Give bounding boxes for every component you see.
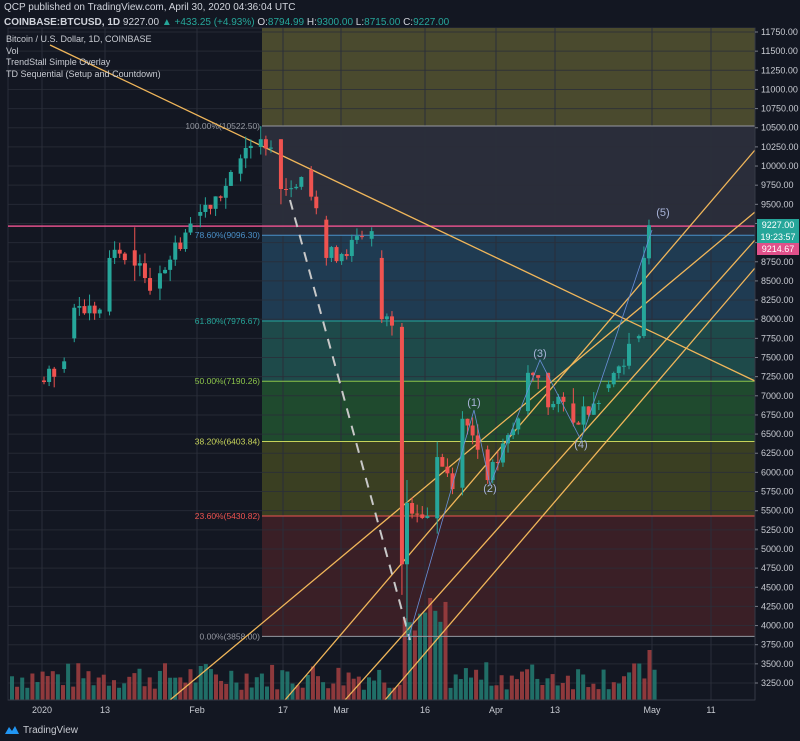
bar-countdown-tag: 19:23:57 — [757, 231, 799, 243]
low-value: 8715.00 — [364, 17, 401, 28]
svg-text:6250.00: 6250.00 — [761, 448, 794, 458]
open-label: O: — [257, 17, 268, 28]
high-value: 9300.00 — [316, 17, 354, 28]
change-value: ▲ +433.25 (+4.93%) — [161, 17, 255, 28]
legend-item-symbol[interactable]: Bitcoin / U.S. Dollar, 1D, COINBASE — [6, 34, 152, 44]
svg-text:3750.00: 3750.00 — [761, 640, 794, 650]
svg-text:10500.00: 10500.00 — [761, 123, 799, 133]
publish-info: QCP published on TradingView.com, April … — [4, 2, 296, 13]
last-price: 9227.00 — [122, 17, 160, 28]
close-value: 9227.00 — [413, 17, 450, 28]
svg-text:100.00%(10522.50): 100.00%(10522.50) — [185, 121, 260, 131]
svg-text:6000.00: 6000.00 — [761, 467, 794, 477]
svg-text:61.80%(7976.67): 61.80%(7976.67) — [195, 316, 260, 326]
svg-text:(1): (1) — [467, 397, 480, 409]
svg-text:6750.00: 6750.00 — [761, 410, 794, 420]
svg-text:8000.00: 8000.00 — [761, 314, 794, 324]
svg-text:5500.00: 5500.00 — [761, 506, 794, 516]
legend-item-vol[interactable]: Vol — [6, 45, 19, 56]
svg-text:Feb: Feb — [189, 705, 205, 715]
svg-text:9500.00: 9500.00 — [761, 199, 794, 209]
svg-text:10750.00: 10750.00 — [761, 104, 799, 114]
wave-labels: (1) (2) (3) (4) (5) — [407, 207, 670, 641]
svg-text:Apr: Apr — [489, 705, 503, 715]
grid — [8, 28, 755, 700]
fib-zones — [7, 27, 756, 701]
svg-text:11000.00: 11000.00 — [761, 84, 798, 94]
svg-text:(2): (2) — [483, 483, 496, 495]
svg-text:16: 16 — [420, 705, 430, 715]
svg-text:9750.00: 9750.00 — [761, 180, 794, 190]
horizontal-line-tag: 9214.67 — [757, 243, 799, 255]
svg-text:4500.00: 4500.00 — [761, 582, 794, 592]
svg-text:23.60%(5430.82): 23.60%(5430.82) — [195, 511, 260, 521]
brand-label: TradingView — [23, 724, 79, 736]
svg-text:50.00%(7190.26): 50.00%(7190.26) — [195, 376, 260, 386]
close-label: C: — [403, 17, 414, 28]
candles — [42, 126, 651, 637]
svg-text:3250.00: 3250.00 — [761, 678, 794, 688]
indicator-legend: Bitcoin / U.S. Dollar, 1D, COINBASE Vol … — [6, 34, 161, 80]
svg-text:10250.00: 10250.00 — [761, 142, 799, 152]
svg-text:7250.00: 7250.00 — [761, 372, 794, 382]
time-axis[interactable]: 2020 13 Feb 17 Mar 16 Apr 13 May 11 — [8, 699, 755, 715]
svg-text:10000.00: 10000.00 — [761, 161, 799, 171]
high-label: H: — [306, 17, 317, 28]
svg-text:8250.00: 8250.00 — [761, 295, 794, 305]
svg-text:8500.00: 8500.00 — [761, 276, 794, 286]
tradingview-brand[interactable]: TradingView — [4, 724, 78, 736]
svg-text:4250.00: 4250.00 — [761, 601, 794, 611]
svg-text:5000.00: 5000.00 — [761, 544, 794, 554]
svg-text:7750.00: 7750.00 — [761, 333, 794, 343]
svg-text:13: 13 — [550, 705, 560, 715]
low-label: L: — [355, 17, 365, 28]
svg-text:7500.00: 7500.00 — [761, 353, 794, 363]
svg-text:6500.00: 6500.00 — [761, 429, 794, 439]
svg-text:3500.00: 3500.00 — [761, 659, 794, 669]
svg-text:2020: 2020 — [32, 705, 52, 715]
last-price-tag: 9227.00 — [757, 219, 799, 231]
svg-text:11: 11 — [706, 705, 715, 715]
symbol-label: COINBASE:BTCUSD, 1D — [4, 17, 121, 28]
svg-text:Mar: Mar — [333, 705, 349, 715]
svg-text:11250.00: 11250.00 — [761, 65, 798, 75]
tradingview-logo-icon — [5, 726, 19, 734]
legend-item-td-sequential[interactable]: TD Sequential (Setup and Countdown) — [6, 68, 161, 79]
svg-text:0.00%(3858.00): 0.00%(3858.00) — [200, 631, 261, 641]
legend-item-trendstall[interactable]: TrendStall Simple Overlay — [6, 57, 111, 67]
open-value: 8794.99 — [267, 17, 305, 28]
price-axis[interactable]: 3250.00 3500.00 3750.00 4000.00 4250.00 4500.… — [754, 27, 799, 700]
svg-text:(5): (5) — [656, 207, 669, 219]
svg-text:38.20%(6403.84): 38.20%(6403.84) — [195, 436, 260, 446]
symbol-ohlc-bar: COINBASE:BTCUSD, 1D 9227.00 ▲ +433.25 (+… — [4, 17, 449, 28]
svg-text:13: 13 — [100, 705, 110, 715]
svg-text:11750.00: 11750.00 — [761, 27, 798, 37]
svg-text:4000.00: 4000.00 — [761, 621, 794, 631]
svg-text:(4): (4) — [574, 439, 587, 451]
svg-text:11500.00: 11500.00 — [761, 46, 798, 56]
svg-text:(3): (3) — [533, 348, 546, 360]
svg-text:17: 17 — [278, 705, 288, 715]
svg-text:7000.00: 7000.00 — [761, 391, 794, 401]
svg-text:4750.00: 4750.00 — [761, 563, 794, 573]
svg-text:5750.00: 5750.00 — [761, 487, 794, 497]
svg-text:8750.00: 8750.00 — [761, 257, 794, 267]
svg-text:78.60%(9096.30): 78.60%(9096.30) — [195, 230, 260, 240]
svg-text:5250.00: 5250.00 — [761, 525, 794, 535]
svg-text:May: May — [643, 705, 661, 715]
